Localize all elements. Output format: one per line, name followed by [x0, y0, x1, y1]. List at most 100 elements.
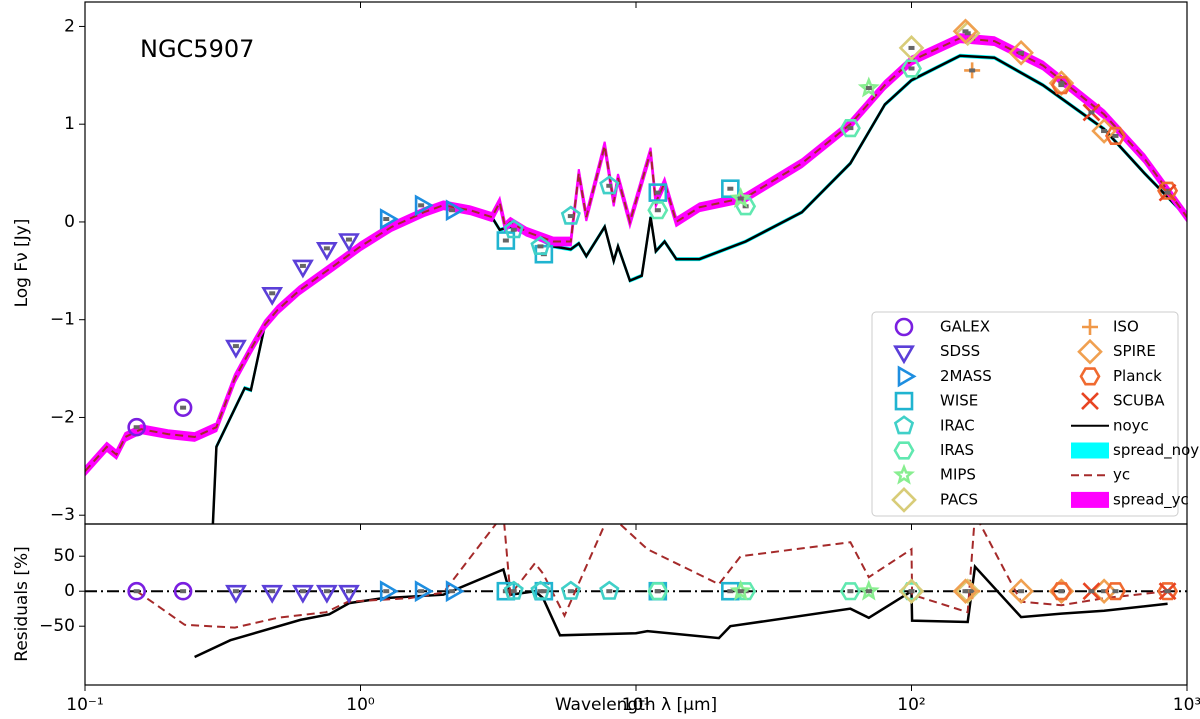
legend-label: SDSS	[940, 342, 980, 360]
y-axis-label: Log Fν [Jy]	[12, 219, 32, 308]
point-center	[510, 227, 517, 232]
marker	[225, 584, 247, 604]
marker	[414, 580, 434, 603]
legend-label: SCUBA	[1113, 392, 1165, 410]
point-center	[1164, 190, 1171, 195]
point-center	[383, 589, 390, 594]
y-tick-label: 2	[64, 16, 75, 36]
point-center	[133, 589, 140, 594]
marker	[338, 233, 360, 253]
point-center	[567, 589, 574, 594]
point-center	[180, 405, 187, 410]
point-center	[606, 183, 613, 188]
point-center	[1058, 589, 1065, 594]
marker	[560, 205, 581, 225]
marker	[647, 582, 669, 601]
legend-marker	[891, 487, 917, 513]
point-center	[537, 244, 544, 249]
point-center	[1164, 589, 1171, 594]
marker	[647, 201, 669, 220]
marker	[503, 219, 524, 239]
legend-label: 2MASS	[940, 367, 992, 385]
model-line	[194, 563, 1168, 659]
legend-marker	[897, 365, 917, 388]
marker	[379, 580, 399, 603]
marker	[648, 183, 668, 202]
marker	[729, 579, 752, 601]
marker	[292, 259, 314, 279]
legend-label: spread_noyc	[1113, 441, 1200, 460]
point-center	[1018, 50, 1025, 55]
point-center	[323, 246, 330, 251]
marker	[721, 179, 740, 199]
legend-swatch	[1071, 491, 1109, 508]
legend-label: spread_yc	[1113, 490, 1189, 509]
marker	[225, 339, 247, 359]
point-center	[847, 126, 854, 131]
point-center	[654, 589, 661, 594]
point-center	[1101, 589, 1108, 594]
point-center	[383, 217, 390, 222]
legend-label: SPIRE	[1113, 342, 1156, 360]
point-center	[1018, 589, 1025, 594]
point-center	[345, 237, 352, 242]
marker	[1050, 76, 1072, 95]
point-center	[449, 208, 456, 213]
y-tick-label: 50	[53, 546, 75, 566]
point-center	[180, 589, 187, 594]
point-center	[232, 344, 239, 349]
legend-marker	[1077, 338, 1103, 365]
point-center	[1101, 129, 1108, 134]
marker	[952, 578, 979, 605]
point-center	[502, 238, 509, 243]
y-tick-label: −50	[39, 616, 75, 636]
marker	[503, 580, 524, 600]
point-center	[727, 186, 734, 191]
point-center	[567, 214, 574, 219]
marker	[530, 580, 551, 600]
model-line	[136, 524, 1168, 629]
marker	[173, 581, 193, 601]
y-tick-label: 0	[64, 581, 75, 601]
marker	[338, 584, 360, 604]
marker	[857, 76, 880, 98]
point-center	[323, 589, 330, 594]
point-center	[1088, 589, 1095, 594]
marker	[445, 199, 465, 222]
point-center	[962, 29, 969, 34]
point-center	[1058, 83, 1065, 88]
x-tick-label: 10³	[1173, 695, 1200, 715]
point-center	[299, 263, 306, 268]
point-center	[1088, 110, 1095, 115]
x-tick-label: 10¹	[622, 695, 650, 715]
point-center	[232, 589, 239, 594]
marker	[1050, 582, 1072, 601]
x-axis-label: Wavelength λ [µm]	[555, 695, 717, 715]
marker	[599, 580, 620, 600]
legend-marker	[893, 415, 915, 435]
point-center	[510, 589, 517, 594]
point-center	[908, 66, 915, 71]
legend-label: GALEX	[940, 318, 990, 336]
legend-label: MIPS	[940, 466, 976, 484]
legend-label: PACS	[940, 490, 978, 508]
y-axis-label: Residuals [%]	[12, 546, 32, 661]
point-center	[133, 425, 140, 430]
marker	[599, 175, 620, 195]
point-center	[654, 208, 661, 213]
marker	[1104, 126, 1127, 145]
legend-marker	[1079, 367, 1101, 386]
legend-marker	[894, 317, 914, 337]
point-center	[540, 589, 547, 594]
point-center	[299, 589, 306, 594]
legend-label: IRAC	[940, 416, 975, 434]
marker	[261, 584, 284, 604]
point-center	[969, 68, 976, 73]
point-center	[1112, 589, 1119, 594]
point-center	[269, 589, 276, 594]
point-center	[727, 589, 734, 594]
legend-marker	[893, 441, 915, 460]
point-center	[418, 203, 425, 208]
marker	[898, 578, 925, 605]
